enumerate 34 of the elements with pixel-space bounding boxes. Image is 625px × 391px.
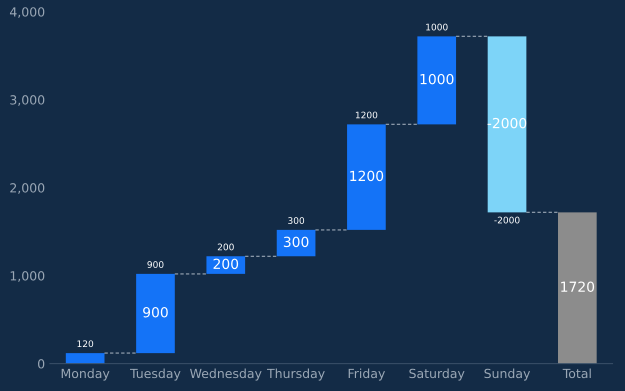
x-tick-label: Tuesday [130, 368, 181, 381]
annotation: -2000 [488, 118, 526, 128]
bar [488, 36, 526, 212]
bar [276, 230, 316, 256]
x-tick-label: Sunday [484, 368, 530, 381]
data-label: 200 [218, 244, 234, 250]
x-tick-label: Wednesday [190, 368, 262, 381]
x-tick-label: Total [562, 368, 591, 378]
data-label: 1200 [356, 112, 378, 118]
data-label: 900 [147, 261, 164, 268]
y-tick-label: 4,000 [10, 7, 44, 18]
y-tick-label: 0 [38, 359, 44, 369]
x-tick-label: Friday [348, 368, 385, 381]
bar [347, 124, 386, 230]
annotation: 900 [143, 307, 168, 318]
bar [136, 274, 175, 354]
data-label: 120 [78, 340, 94, 348]
bar [66, 353, 104, 364]
y-tick-label: 3,000 [10, 95, 44, 106]
data-label: -2000 [494, 216, 520, 224]
x-tick-label: Monday [62, 368, 110, 381]
annotation: 1000 [420, 74, 454, 84]
y-tick-label: 1,000 [10, 271, 44, 282]
annotation: 200 [214, 258, 238, 270]
data-label: 300 [288, 217, 304, 224]
data-label: 1000 [426, 24, 448, 30]
annotation: 1720 [561, 281, 594, 292]
x-tick-label: Thursday [266, 368, 325, 381]
bar [417, 36, 456, 124]
y-tick-label: 2,000 [10, 183, 44, 194]
annotation: 1200 [350, 170, 384, 182]
annotation: 300 [284, 236, 308, 248]
x-tick-label: Saturday [409, 368, 465, 381]
bar [558, 212, 597, 364]
